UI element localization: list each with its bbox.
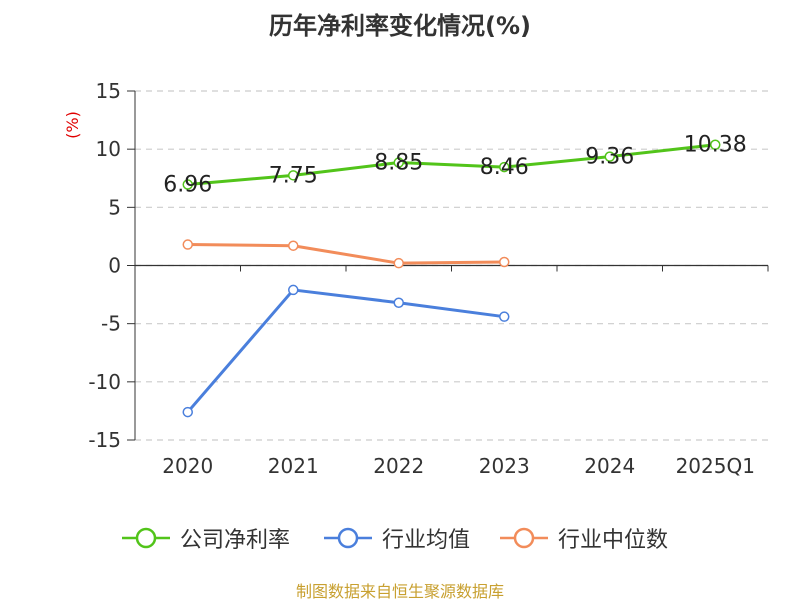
data-point	[288, 170, 299, 181]
x-tick-label: 2022	[373, 454, 424, 478]
series-line	[187, 243, 505, 265]
data-label: 10.38	[684, 133, 747, 158]
data-point	[393, 297, 404, 308]
x-tick-label: 2024	[584, 454, 635, 478]
data-point	[182, 406, 193, 418]
line-chart: 15 10 5 0 -5 -10 -15 (%) 2020 2021 2022 2023 2024 202…	[63, 79, 769, 478]
data-label: 9.36	[585, 145, 634, 170]
legend-circle	[135, 527, 157, 549]
data-point	[288, 240, 299, 251]
data-point	[499, 161, 510, 173]
legend-line-circle-icon	[500, 527, 548, 549]
data-label: 8.85	[374, 151, 423, 176]
y-tick-label: -15	[88, 428, 121, 452]
legend-label: 行业均值	[382, 528, 471, 553]
data-source-note: 制图数据来自恒生聚源数据库	[295, 582, 504, 601]
data-point	[288, 284, 299, 296]
data-point	[393, 157, 404, 168]
y-tick-label: 5	[108, 195, 121, 219]
data-label: 7.75	[269, 163, 318, 188]
data-point	[393, 257, 404, 269]
data-label: 8.46	[480, 155, 529, 180]
chart-title: 历年净利率变化情况(%)	[269, 12, 531, 40]
y-tick-label: 15	[96, 79, 121, 103]
data-point	[604, 151, 615, 162]
legend-label: 行业中位数	[558, 528, 669, 553]
data-point	[182, 239, 193, 250]
y-tick-label: -5	[101, 312, 121, 336]
x-tick-label: 2023	[479, 454, 530, 478]
data-point	[499, 256, 510, 268]
chart-legend: 公司净利率 行业均值 行业中位数	[0, 518, 800, 558]
legend-item[interactable]: 公司净利率	[120, 518, 290, 558]
series-line	[187, 143, 716, 187]
y-tick-label: 0	[108, 254, 121, 278]
data-point	[499, 311, 510, 322]
data-point	[182, 179, 193, 190]
data-point	[710, 139, 721, 150]
legend-circle	[513, 527, 535, 549]
x-tick-label: 2021	[268, 454, 319, 478]
y-tick-label: -10	[88, 370, 121, 394]
legend-circle	[337, 527, 359, 549]
x-tick-label: 2020	[162, 454, 213, 478]
legend-label: 公司净利率	[180, 528, 291, 553]
legend-line-circle-icon	[122, 527, 170, 549]
series-line	[186, 288, 505, 414]
legend-item[interactable]: 行业中位数	[498, 518, 668, 558]
data-label: 6.96	[163, 173, 212, 198]
legend-line-circle-icon	[324, 527, 372, 549]
x-tick-label: 2025Q1	[676, 454, 755, 478]
y-tick-label: 10	[96, 137, 121, 161]
y-axis-label: (%)	[63, 111, 82, 139]
legend-item[interactable]: 行业均值	[322, 518, 470, 558]
